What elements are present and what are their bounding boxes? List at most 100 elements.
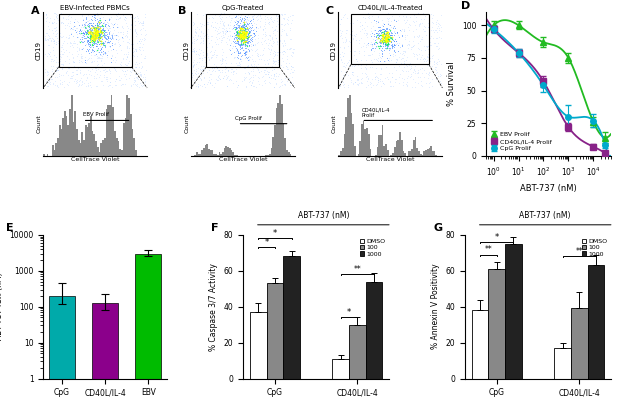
Point (264, 32, 274, 38)
Point (237, 27, 247, 34)
Point (227, 26, 237, 33)
Point (93, 12, 103, 18)
Point (91, 40, 101, 47)
Point (375, 24, 385, 31)
Point (121, 76, 131, 82)
Point (436, 72, 445, 79)
Point (136, 65, 146, 71)
Point (375, 32, 385, 39)
Point (238, 41, 247, 48)
Point (118, 81, 128, 88)
Point (89, 26, 99, 33)
Point (212, 31, 222, 38)
Point (352, 76, 362, 83)
Point (94, 35, 104, 42)
Point (270, 61, 280, 68)
Point (91, 30, 101, 36)
Point (83, 23, 93, 29)
Bar (114, 131, 116, 156)
Point (398, 48, 408, 55)
Point (271, 35, 281, 42)
Point (120, 68, 130, 75)
Point (372, 32, 382, 38)
Point (336, 68, 346, 74)
Point (122, 44, 132, 50)
Point (408, 43, 418, 49)
Point (82, 39, 92, 46)
Point (235, 35, 245, 42)
Point (380, 34, 390, 40)
Point (238, 31, 248, 37)
Point (193, 84, 202, 90)
Point (98, 51, 108, 58)
Point (215, 19, 225, 26)
Point (245, 77, 255, 84)
Point (105, 70, 115, 77)
Point (238, 34, 247, 41)
Point (374, 37, 384, 44)
Point (378, 20, 388, 27)
Point (383, 35, 393, 42)
Point (231, 60, 241, 66)
Point (77, 33, 87, 40)
Bar (288, 153, 289, 156)
Point (72, 34, 82, 41)
Point (434, 22, 444, 28)
Point (95, 25, 105, 31)
Point (408, 69, 418, 76)
Point (339, 63, 349, 69)
Point (433, 40, 443, 46)
Point (337, 59, 347, 66)
Point (233, 50, 243, 56)
Point (236, 34, 246, 40)
Point (249, 33, 259, 39)
Point (89, 32, 99, 38)
Point (259, 57, 269, 63)
Point (59, 33, 68, 39)
Point (78, 32, 88, 38)
Point (225, 18, 234, 25)
Point (233, 32, 243, 39)
Point (68, 38, 78, 44)
Point (220, 63, 230, 69)
Point (101, 67, 111, 74)
Point (122, 54, 131, 60)
Point (436, 61, 446, 68)
Point (86, 27, 96, 33)
Point (115, 42, 125, 48)
Point (240, 25, 250, 32)
Bar (49, 296, 75, 407)
Point (212, 36, 222, 42)
Point (131, 63, 141, 70)
Point (279, 38, 289, 44)
Point (347, 63, 357, 69)
Point (193, 50, 203, 57)
Point (233, 37, 242, 44)
Point (386, 30, 396, 36)
Point (382, 31, 392, 38)
Point (384, 32, 394, 39)
Point (118, 55, 128, 61)
Point (419, 58, 429, 64)
Point (281, 21, 291, 28)
Point (94, 55, 104, 61)
Bar (135, 151, 137, 156)
Point (241, 48, 251, 54)
Point (274, 83, 284, 90)
Bar (225, 146, 227, 156)
Point (220, 27, 230, 34)
Point (116, 28, 126, 35)
Text: **: ** (354, 265, 361, 274)
Point (58, 19, 68, 26)
Point (415, 55, 425, 62)
Point (249, 20, 259, 26)
Point (194, 55, 204, 61)
Bar (207, 144, 208, 156)
Point (253, 11, 263, 18)
Point (368, 82, 378, 88)
Point (110, 40, 120, 46)
Point (412, 55, 422, 62)
Point (192, 74, 202, 80)
Point (250, 48, 260, 55)
Point (234, 31, 244, 38)
